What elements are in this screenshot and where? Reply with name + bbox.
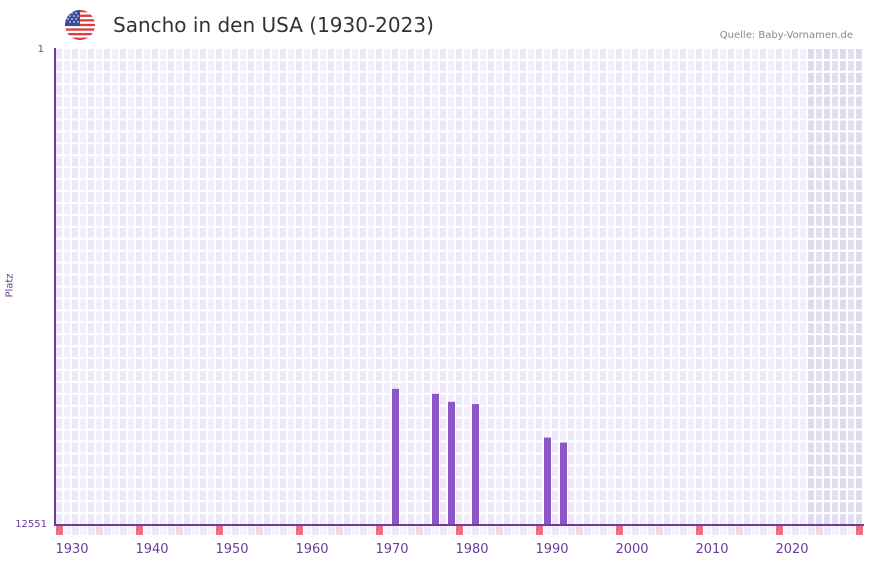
x-tick-2020: 2020 (775, 542, 809, 557)
bar-1993 (560, 442, 567, 525)
x-tick-2010: 2010 (695, 542, 729, 557)
bar-1979 (448, 401, 455, 525)
x-tick-1950: 1950 (215, 542, 249, 557)
x-axis-line (55, 524, 864, 526)
x-tick-2000: 2000 (615, 542, 649, 557)
bar-1982 (472, 404, 479, 525)
x-tick-1980: 1980 (455, 542, 489, 557)
chart-grid (56, 49, 862, 525)
bar-1991 (544, 437, 551, 525)
x-tick-1930: 1930 (55, 542, 89, 557)
plot-area (55, 48, 864, 525)
us-flag-icon (65, 10, 95, 40)
y-axis-title: Platz (4, 273, 16, 298)
y-axis-line (54, 48, 56, 526)
year-marker-strip (56, 526, 863, 535)
chart-title: Sancho in den USA (1930-2023) (113, 13, 434, 37)
x-tick-1940: 1940 (135, 542, 169, 557)
y-tick-top: 1 (37, 44, 44, 55)
bar-1977 (432, 393, 439, 525)
source-credit: Quelle: Baby-Vornamen.de (719, 30, 853, 41)
bar-1972 (392, 388, 399, 525)
x-tick-1970: 1970 (375, 542, 409, 557)
y-tick-bottom: 12551 (15, 519, 47, 530)
x-tick-1990: 1990 (535, 542, 569, 557)
x-tick-1960: 1960 (295, 542, 329, 557)
